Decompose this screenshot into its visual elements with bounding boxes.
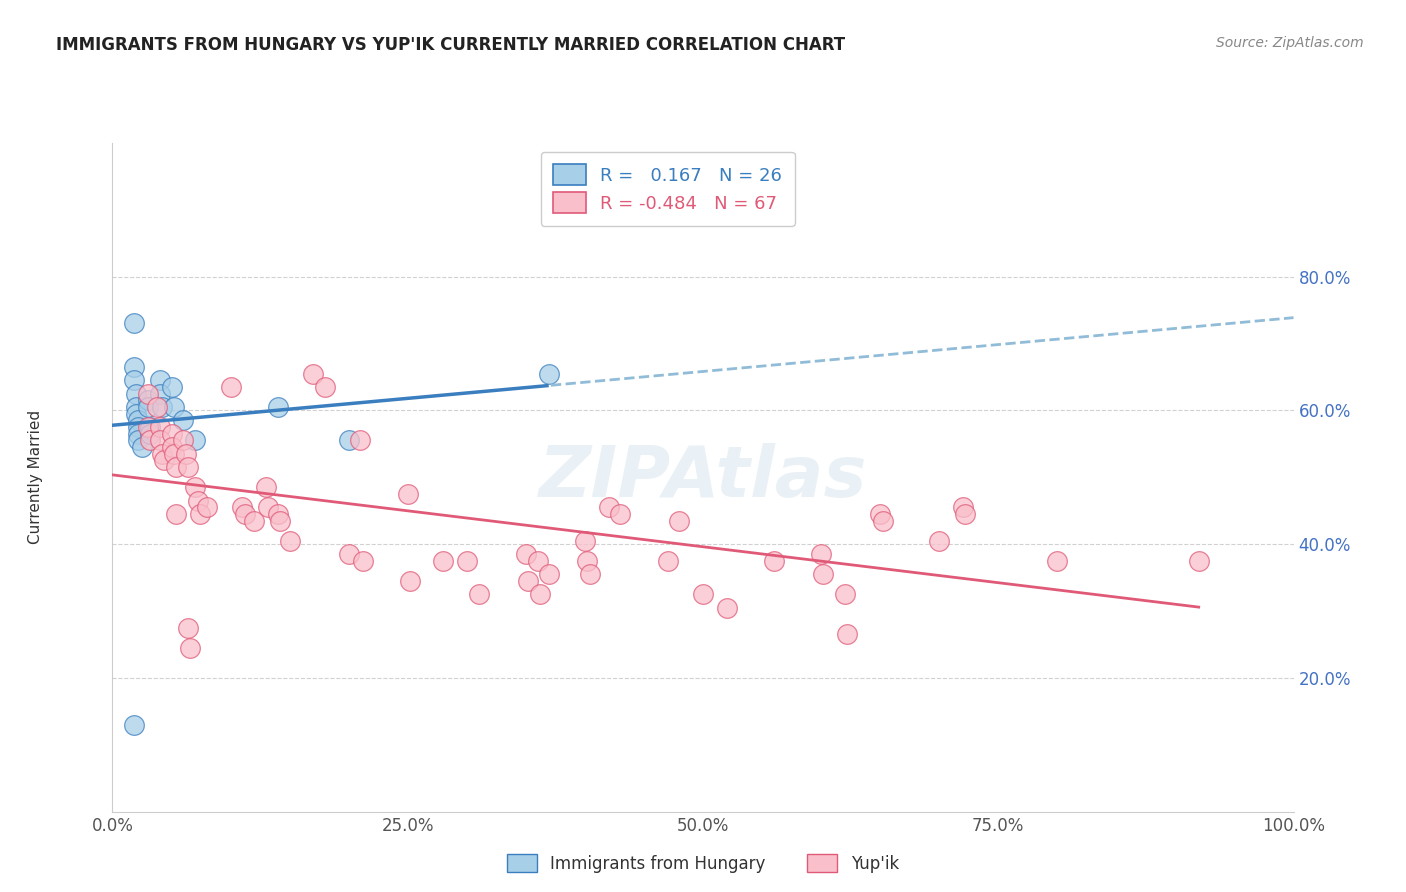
Point [716, 600, 738, 615]
Point [538, 567, 561, 582]
Point [149, 386, 172, 401]
Text: IMMIGRANTS FROM HUNGARY VS YUP'IK CURRENTLY MARRIED CORRELATION CHART: IMMIGRANTS FROM HUNGARY VS YUP'IK CURREN… [56, 36, 845, 54]
Point [952, 500, 974, 515]
Point [127, 413, 149, 427]
Point [278, 533, 301, 548]
Point [177, 621, 200, 635]
Point [657, 554, 679, 568]
Point [352, 554, 374, 568]
Point [127, 420, 149, 434]
Point [146, 400, 169, 414]
Point [122, 359, 145, 374]
Point [136, 420, 159, 434]
Point [269, 514, 291, 528]
Point [517, 574, 540, 588]
Point [122, 317, 145, 331]
Legend: R =   0.167   N = 26, R = -0.484   N = 67: R = 0.167 N = 26, R = -0.484 N = 67 [540, 152, 794, 226]
Point [149, 434, 172, 448]
Point [125, 407, 148, 421]
Point [149, 420, 172, 434]
Point [834, 587, 856, 601]
Point [174, 447, 197, 461]
Point [254, 480, 277, 494]
Point [538, 367, 561, 381]
Point [598, 500, 620, 515]
Point [136, 393, 159, 408]
Point [578, 567, 600, 582]
Point [515, 547, 537, 561]
Point [165, 507, 187, 521]
Point [122, 373, 145, 387]
Point [953, 507, 976, 521]
Point [177, 460, 200, 475]
Point [172, 413, 194, 427]
Text: Source: ZipAtlas.com: Source: ZipAtlas.com [1216, 36, 1364, 50]
Point [188, 507, 211, 521]
Point [928, 533, 950, 548]
Point [136, 386, 159, 401]
Point [186, 493, 208, 508]
Point [574, 533, 596, 548]
Point [243, 514, 266, 528]
Point [127, 426, 149, 441]
Point [835, 627, 858, 641]
Point [233, 507, 256, 521]
Point [456, 554, 478, 568]
Point [125, 400, 148, 414]
Point [122, 717, 145, 731]
Point [195, 500, 218, 515]
Point [231, 500, 253, 515]
Point [139, 434, 162, 448]
Point [869, 507, 891, 521]
Point [349, 434, 371, 448]
Point [139, 420, 162, 434]
Point [150, 400, 173, 414]
Point [267, 507, 290, 521]
Point [396, 487, 419, 501]
Point [668, 514, 690, 528]
Point [219, 380, 242, 394]
Point [314, 380, 336, 394]
Point [337, 434, 360, 448]
Point [692, 587, 714, 601]
Point [762, 554, 785, 568]
Point [872, 514, 894, 528]
Point [399, 574, 422, 588]
Point [1188, 554, 1211, 568]
Point [184, 434, 207, 448]
Point [172, 434, 194, 448]
Point [810, 547, 832, 561]
Point [467, 587, 489, 601]
Text: Currently Married: Currently Married [28, 410, 42, 544]
Point [139, 426, 162, 441]
Point [257, 500, 280, 515]
Text: ZIPAtlas: ZIPAtlas [538, 442, 868, 512]
Point [576, 554, 599, 568]
Point [179, 640, 201, 655]
Point [526, 554, 548, 568]
Point [153, 453, 176, 467]
Point [165, 460, 187, 475]
Point [150, 447, 173, 461]
Point [127, 434, 149, 448]
Point [149, 373, 172, 387]
Point [125, 386, 148, 401]
Point [160, 380, 183, 394]
Point [432, 554, 454, 568]
Point [163, 447, 186, 461]
Point [813, 567, 835, 582]
Point [184, 480, 207, 494]
Point [267, 400, 290, 414]
Point [136, 400, 159, 414]
Point [337, 547, 360, 561]
Point [529, 587, 551, 601]
Legend: Immigrants from Hungary, Yup'ik: Immigrants from Hungary, Yup'ik [501, 847, 905, 880]
Point [1046, 554, 1069, 568]
Point [302, 367, 325, 381]
Point [609, 507, 631, 521]
Point [163, 400, 186, 414]
Point [160, 440, 183, 454]
Point [131, 440, 153, 454]
Point [160, 426, 183, 441]
